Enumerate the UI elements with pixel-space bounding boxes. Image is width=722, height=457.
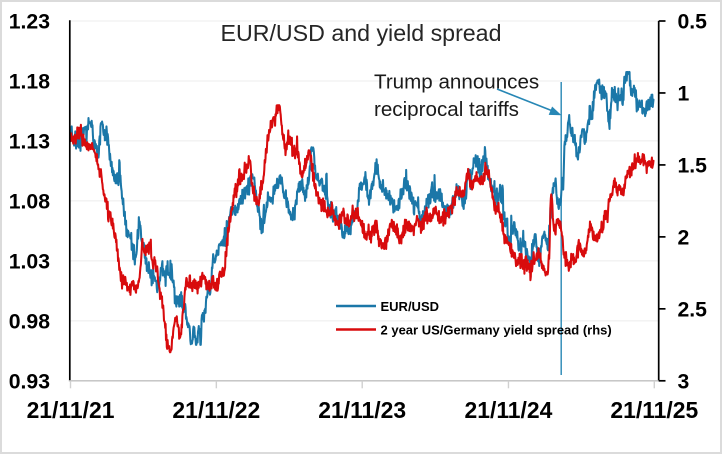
left-axis-label: 1.23 [9, 11, 50, 34]
annotation-arrow [496, 88, 562, 116]
right-axis-label: 0.5 [678, 11, 708, 34]
left-axis-label: 1.03 [9, 250, 50, 273]
right-axis-label: 1 [678, 82, 690, 105]
gridlines [70, 20, 659, 322]
left-axis-label: 1.13 [9, 130, 50, 153]
arrow-head [548, 106, 562, 116]
legend-label: 2 year US/Germany yield spread (rhs) [381, 323, 612, 338]
chart-title: EUR/USD and yield spread [221, 20, 502, 46]
arrow-shaft [496, 88, 553, 112]
right-axis-label: 1.5 [678, 154, 708, 177]
series-line-spread [70, 104, 655, 354]
annotation: Trump announces reciprocal tariffs [374, 71, 562, 121]
series-line-eurusd [70, 70, 655, 346]
left-axis-label: 0.98 [9, 310, 50, 333]
axes [68, 20, 666, 389]
x-axis-label: 21/11/21 [27, 397, 115, 423]
legend-label: EUR/USD [381, 299, 440, 314]
right-axis-label: 3 [678, 370, 690, 393]
right-axis-label: 2 [678, 226, 690, 249]
legend: EUR/USD 2 year US/Germany yield spread (r… [336, 299, 612, 338]
x-axis-label: 21/11/25 [610, 397, 698, 423]
left-axis-label: 1.18 [9, 70, 50, 93]
series-lines [70, 70, 655, 354]
x-axis-label: 21/11/24 [465, 397, 553, 423]
annotation-text-line2: reciprocal tariffs [374, 98, 519, 121]
annotation-text-line1: Trump announces [374, 71, 539, 94]
axis-labels: 1.23 1.18 1.13 1.08 1.03 0.98 0.93 0.5 1 1.5 2 2.5 3… [9, 11, 707, 423]
x-axis-label: 21/11/23 [318, 397, 406, 423]
x-axis-label: 21/11/22 [172, 397, 260, 423]
right-axis-label: 2.5 [678, 298, 708, 321]
left-axis-label: 1.08 [9, 190, 50, 213]
line-chart: 1.23 1.18 1.13 1.08 1.03 0.98 0.93 0.5 1 1.5 2 2.5 3… [9, 11, 707, 423]
left-axis-label: 0.93 [9, 370, 50, 393]
